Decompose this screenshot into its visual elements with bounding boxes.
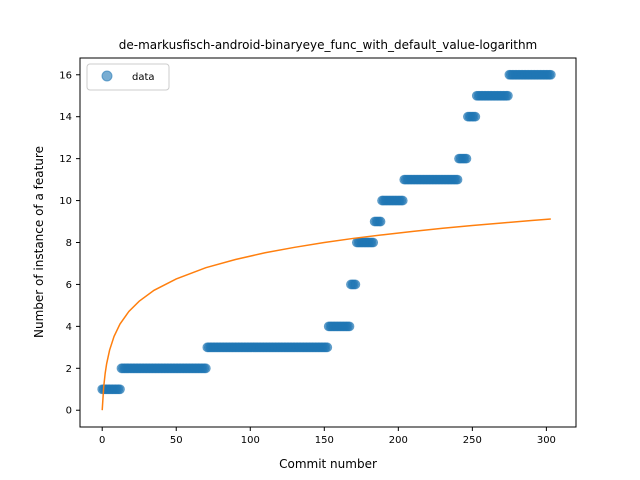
x-tick-label: 0 (99, 435, 105, 446)
y-tick-label: 4 (66, 322, 72, 333)
x-tick-label: 50 (170, 435, 183, 446)
data-point (397, 195, 408, 206)
y-tick-label: 2 (66, 364, 72, 375)
chart-title: de-markusfisch-android-binaryeye_func_wi… (119, 38, 538, 52)
data-point (344, 321, 355, 332)
y-tick-label: 14 (59, 112, 72, 123)
y-tick-label: 8 (66, 238, 72, 249)
y-tick-label: 10 (59, 196, 72, 207)
data-point (350, 279, 361, 290)
x-axis-label: Commit number (279, 457, 377, 471)
data-point (461, 153, 472, 164)
y-axis-label: Number of instance of a feature (32, 146, 46, 338)
fit-line (101, 218, 551, 411)
data-point (470, 111, 481, 122)
legend-marker-data (101, 70, 113, 82)
x-tick-label: 100 (241, 435, 260, 446)
legend: data (86, 63, 170, 91)
plot-area (97, 69, 556, 411)
data-point (368, 237, 379, 248)
data-point (545, 69, 556, 80)
x-tick-label: 150 (315, 435, 334, 446)
data-point (322, 342, 333, 353)
x-tick-label: 300 (537, 435, 556, 446)
data-point (115, 384, 125, 395)
y-tick-label: 0 (66, 406, 72, 417)
y-tick-label: 6 (66, 280, 72, 291)
data-point (200, 363, 211, 374)
y-tick-label: 12 (59, 154, 72, 165)
data-point (375, 216, 386, 227)
y-tick-label: 16 (59, 70, 72, 81)
x-tick-label: 250 (463, 435, 482, 446)
legend-entry-data: data (132, 72, 155, 83)
data-point (502, 90, 513, 101)
legend-box (86, 63, 170, 91)
x-axis: 0 50 100 150 200 250 300 (99, 427, 556, 446)
data-point (452, 174, 463, 185)
y-axis: 0 2 4 6 8 10 12 14 16 (59, 70, 80, 417)
x-tick-label: 200 (389, 435, 408, 446)
